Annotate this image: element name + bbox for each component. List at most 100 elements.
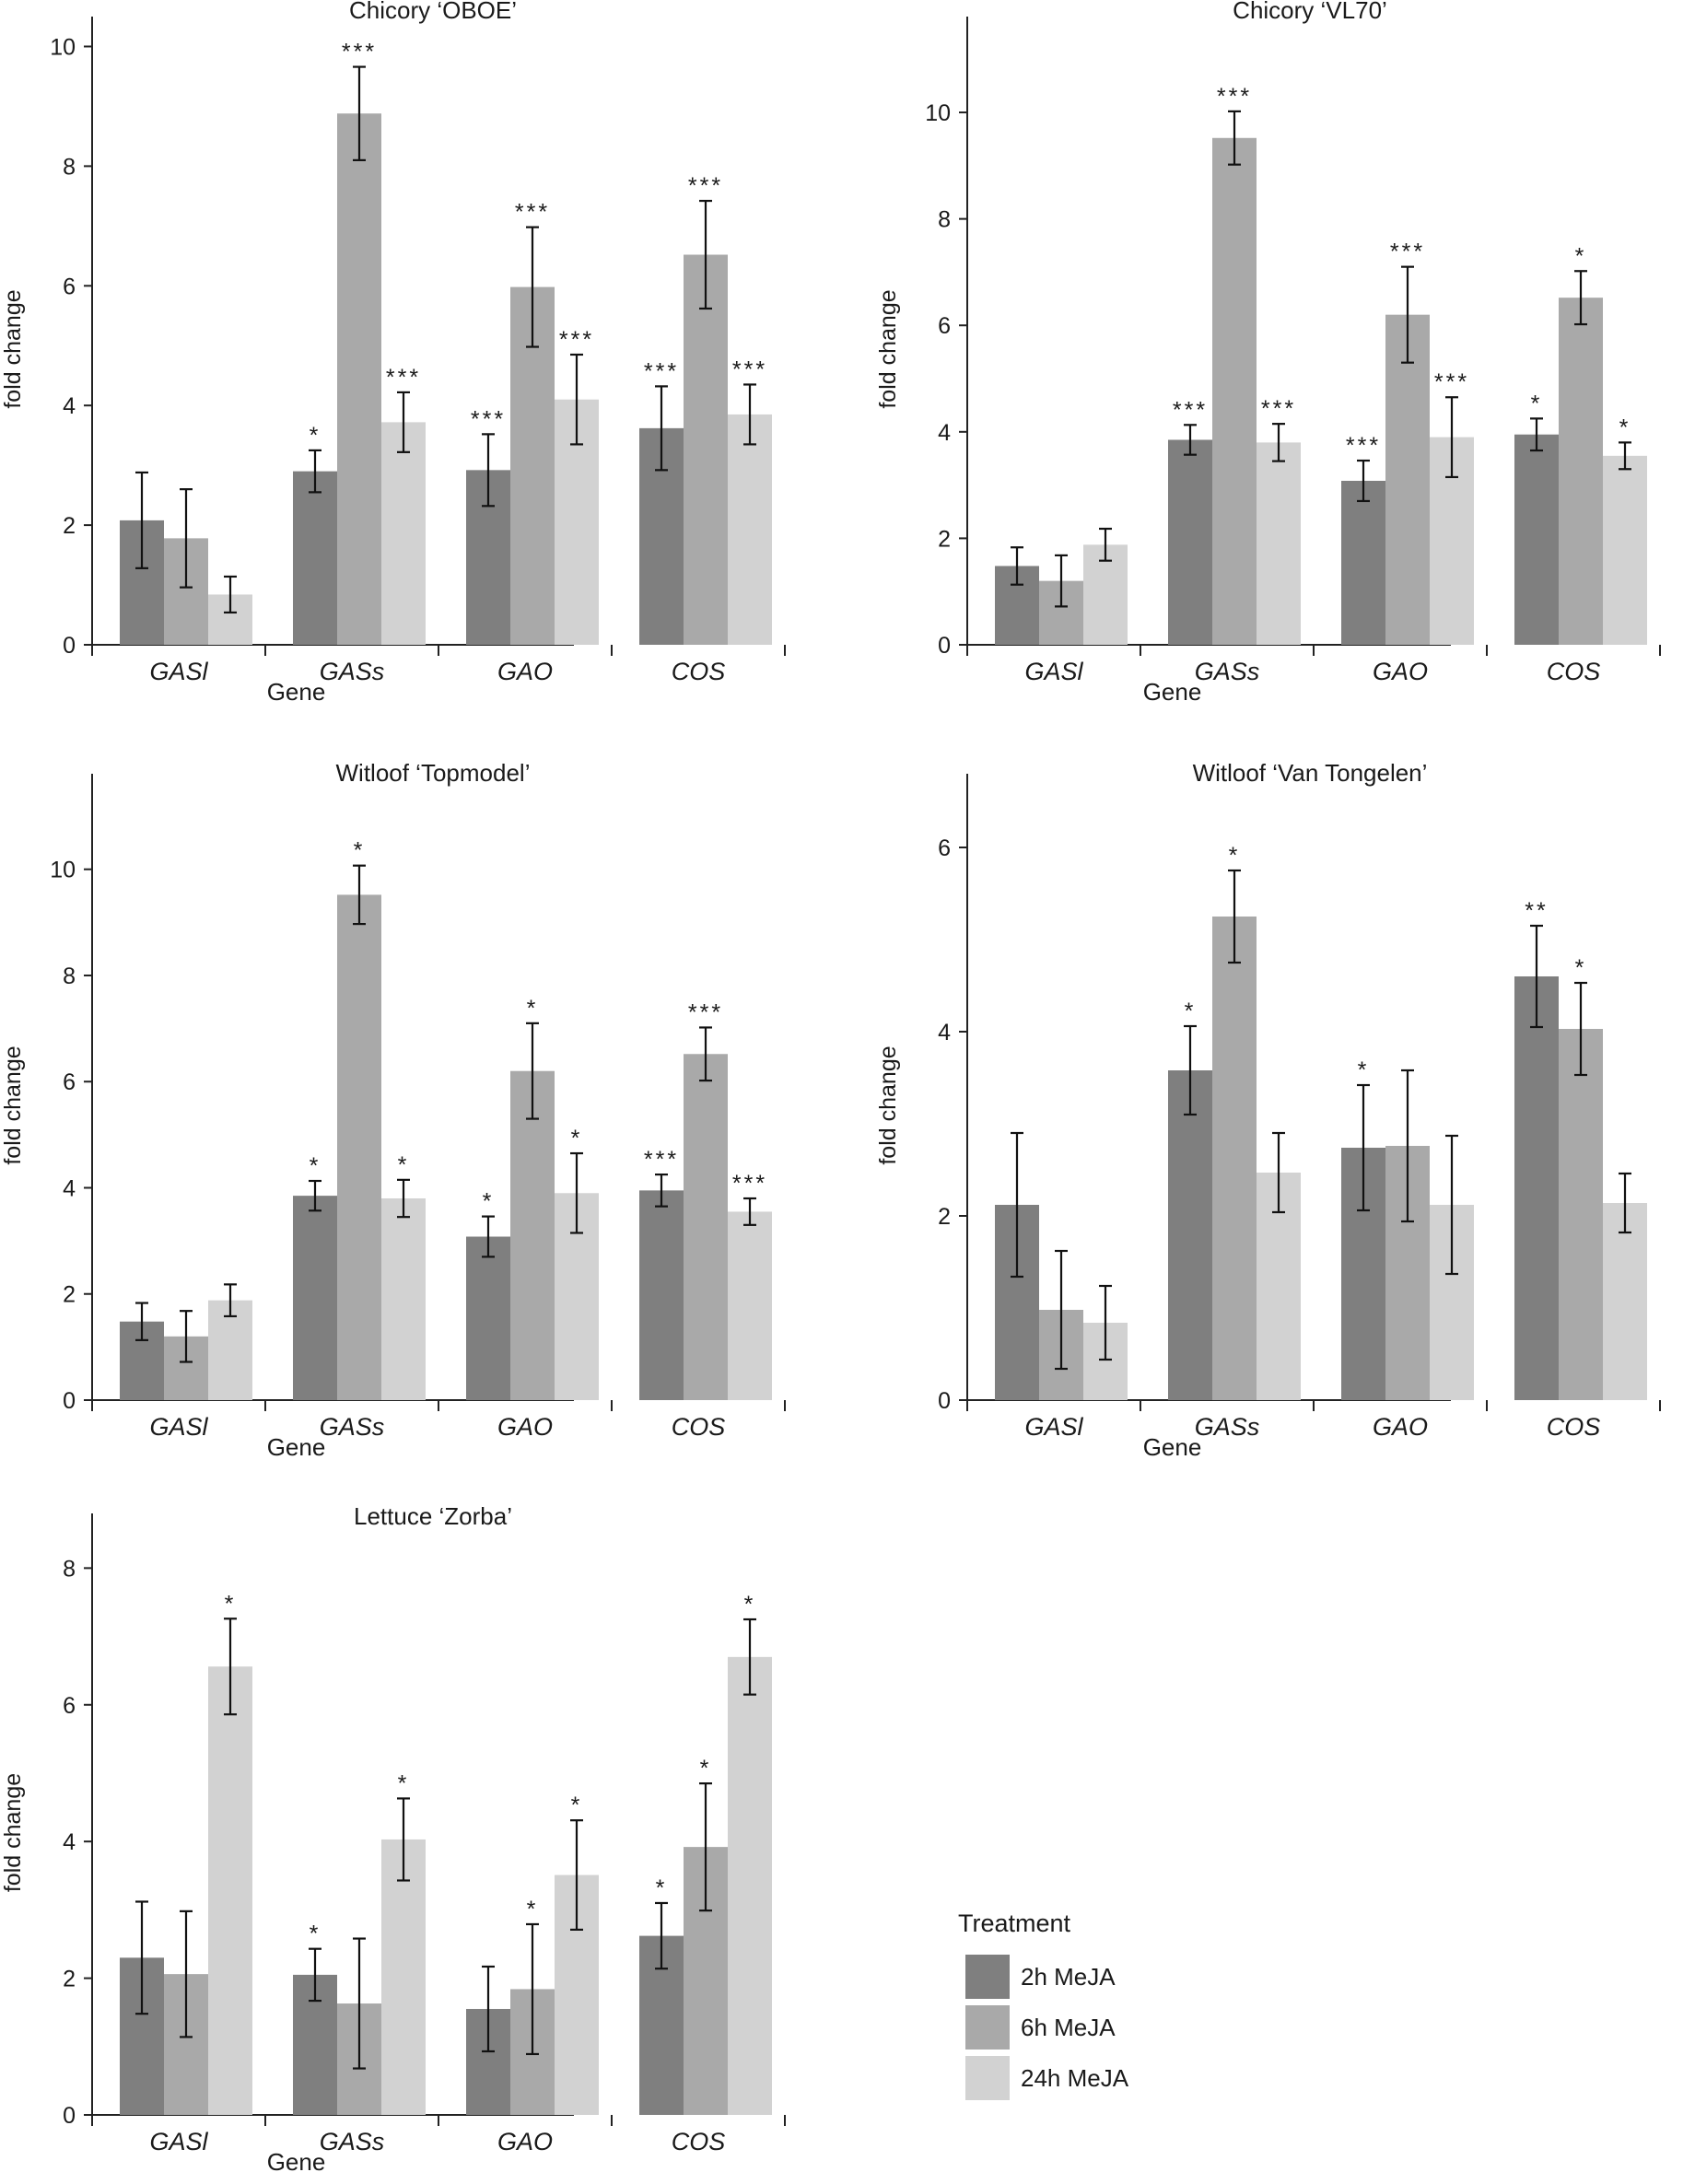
y-tick-label: 2 (938, 1204, 951, 1230)
significance-mark: * (398, 1770, 410, 1796)
significance-mark: * (744, 1592, 756, 1618)
bar-GAO-0 (466, 1236, 510, 1400)
legend: Treatment 2h MeJA 6h MeJA 24h MeJA (958, 1910, 1129, 2100)
y-tick-label: 10 (925, 100, 951, 126)
significance-mark: *** (688, 999, 723, 1025)
y-axis-label: fold change (0, 289, 26, 408)
y-tick-label: 0 (63, 1388, 76, 1414)
bar-GASs-0 (293, 1196, 337, 1400)
bar-GASs-2 (1257, 442, 1301, 645)
category-label: GASs (320, 1413, 385, 1441)
y-tick-label: 6 (63, 1069, 76, 1095)
significance-mark: * (1575, 243, 1587, 269)
significance-mark: *** (732, 1171, 767, 1197)
category-label: GAO (497, 2128, 553, 2155)
legend-title: Treatment (958, 1910, 1071, 1937)
category-label: GASs (1195, 658, 1260, 685)
bar-GASs-2 (381, 1198, 426, 1400)
significance-mark: * (398, 1152, 410, 1178)
bar-COS-2 (1603, 455, 1647, 645)
bar-GASs-0 (1168, 1070, 1212, 1400)
bar-COS-0 (1514, 976, 1559, 1400)
bar-COS-1 (1559, 1029, 1603, 1400)
bar-COS-2 (728, 414, 772, 645)
significance-mark: * (656, 1875, 668, 1901)
bar-GASs-0 (293, 471, 337, 645)
legend-label-6h: 6h MeJA (1021, 2014, 1116, 2041)
chart-title: Chicory ‘OBOE’ (349, 0, 517, 24)
significance-mark: *** (1261, 396, 1296, 422)
y-tick-label: 2 (938, 526, 951, 552)
x-axis-label: Gene (267, 678, 326, 706)
significance-mark: * (225, 1591, 237, 1617)
y-tick-label: 6 (938, 313, 951, 339)
significance-mark: * (310, 423, 321, 449)
significance-mark: * (1229, 843, 1241, 869)
significance-mark: *** (1434, 369, 1469, 395)
y-axis-label: fold change (875, 289, 901, 408)
category-label: COS (1547, 658, 1601, 685)
chart-title: Lettuce ‘Zorba’ (354, 1502, 512, 1530)
y-tick-label: 0 (938, 633, 951, 659)
category-label: GASl (1024, 658, 1083, 685)
y-tick-label: 0 (938, 1388, 951, 1414)
bar-GASs-2 (381, 422, 426, 645)
significance-mark: *** (644, 358, 679, 384)
category-label: GAO (497, 1413, 553, 1441)
y-tick-label: 4 (938, 1020, 951, 1045)
significance-mark: * (483, 1189, 495, 1215)
chart-title: Chicory ‘VL70’ (1233, 0, 1387, 24)
category-label: COS (1547, 1413, 1601, 1441)
significance-mark: *** (559, 327, 594, 353)
category-label: GASl (149, 1413, 208, 1441)
category-label: GASl (149, 2128, 208, 2155)
category-label: COS (672, 1413, 726, 1441)
chart-panel-1: Chicory ‘OBOE’ 0 2 4 6 8 10 fold change GASl GASs… (0, 0, 786, 706)
x-axis-label: Gene (267, 1433, 326, 1461)
significance-mark: * (1619, 415, 1631, 440)
x-axis-label: Gene (267, 2148, 326, 2176)
y-tick-label: 4 (63, 1829, 76, 1855)
y-axis-label: fold change (875, 1045, 901, 1164)
bar-GASs-1 (337, 113, 381, 646)
x-axis-label: Gene (1143, 678, 1202, 706)
significance-mark: * (527, 1897, 539, 1922)
bar-GASs-0 (1168, 439, 1212, 645)
significance-mark: *** (1217, 84, 1252, 110)
category-label: GAO (1373, 658, 1428, 685)
category-label: GASs (1195, 1413, 1260, 1441)
chart-panel-4: Witloof ‘Van Tongelen’ 0 2 4 6 fold change GAS… (875, 759, 1661, 1461)
legend-swatch-2h (965, 1955, 1010, 1999)
category-label: GASl (1024, 1413, 1083, 1441)
y-tick-label: 8 (63, 154, 76, 180)
chart-panel-2: Chicory ‘VL70’ 0 2 4 6 8 10 fold change GASl GASs… (875, 0, 1661, 706)
bar-COS-1 (1559, 298, 1603, 645)
y-tick-label: 8 (63, 1556, 76, 1582)
y-tick-label: 2 (63, 1967, 76, 1992)
significance-mark: * (310, 1153, 321, 1179)
significance-mark: * (310, 1921, 321, 1947)
bar-COS-1 (684, 1054, 728, 1400)
significance-mark: *** (386, 365, 421, 391)
bar-GASs-1 (337, 894, 381, 1400)
chart-title: Witloof ‘Topmodel’ (336, 759, 531, 787)
y-tick-label: 0 (63, 633, 76, 659)
bar-GAO-1 (510, 1070, 555, 1400)
legend-label-24h: 24h MeJA (1021, 2064, 1129, 2092)
bar-GASs-2 (381, 1839, 426, 2115)
y-tick-label: 4 (938, 420, 951, 446)
category-label: COS (672, 2128, 726, 2155)
chart-panel-3: Witloof ‘Topmodel’ 0 2 4 6 8 10 fold change GASl… (0, 759, 786, 1461)
significance-mark: *** (515, 200, 550, 226)
y-tick-label: 4 (63, 1175, 76, 1201)
legend-label-2h: 2h MeJA (1021, 1963, 1116, 1991)
bar-GASs-1 (1212, 137, 1257, 646)
significance-mark: * (1185, 999, 1197, 1024)
significance-mark: *** (471, 406, 506, 432)
significance-mark: ** (1525, 898, 1548, 924)
chart-title: Witloof ‘Van Tongelen’ (1193, 759, 1428, 787)
bar-COS-1 (684, 254, 728, 645)
bar-GAO-1 (1385, 314, 1430, 645)
y-tick-label: 10 (50, 34, 76, 60)
